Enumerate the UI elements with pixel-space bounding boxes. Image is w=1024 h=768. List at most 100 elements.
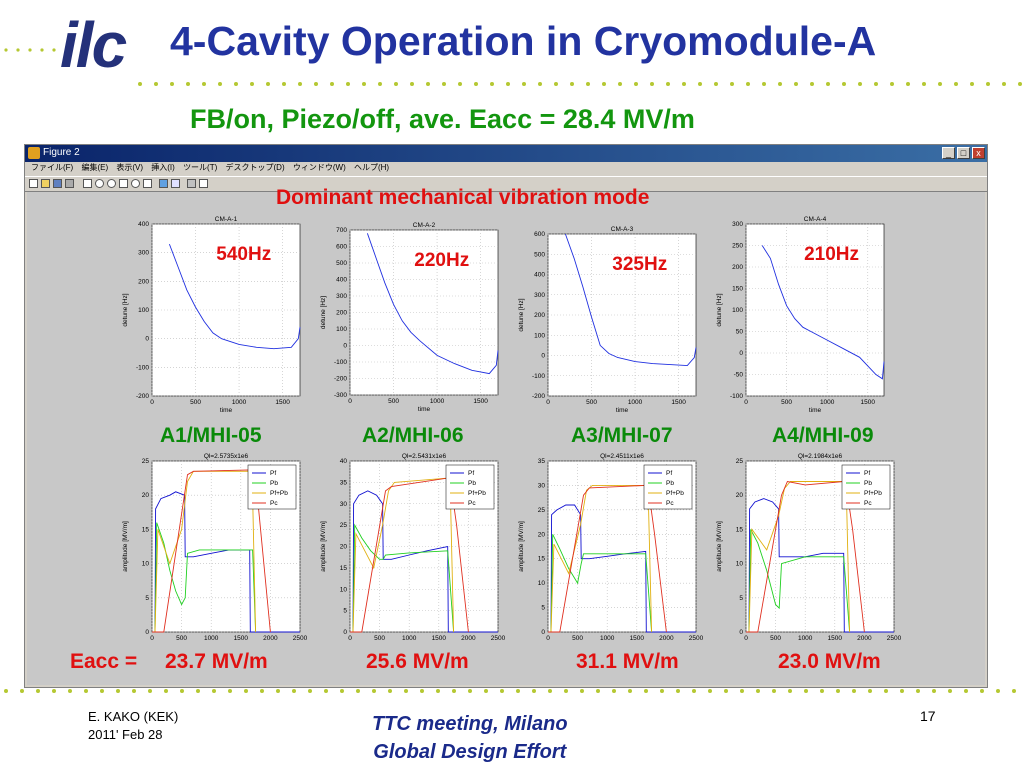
decor-dot bbox=[442, 82, 446, 86]
series-line-pb bbox=[746, 529, 851, 633]
decor-dot bbox=[682, 82, 686, 86]
decor-dot bbox=[308, 689, 312, 693]
x-tick-label: 0 bbox=[348, 398, 352, 405]
colorbar-icon[interactable] bbox=[159, 179, 168, 188]
eacc-a1: 23.7 MV/m bbox=[165, 650, 268, 673]
rotate-icon[interactable] bbox=[131, 179, 140, 188]
zoom-in-icon[interactable] bbox=[95, 179, 104, 188]
menu-help[interactable]: ヘルプ(H) bbox=[353, 163, 390, 172]
chart-title: CM-A-4 bbox=[804, 216, 827, 223]
decor-dot bbox=[356, 689, 360, 693]
minimize-button[interactable]: _ bbox=[942, 147, 955, 159]
x-tick-label: 1000 bbox=[204, 635, 219, 642]
slide-title: 4-Cavity Operation in Cryomodule-A bbox=[170, 18, 877, 64]
decor-dot bbox=[724, 689, 728, 693]
decor-dot bbox=[282, 82, 286, 86]
y-tick-label: 0 bbox=[739, 629, 743, 636]
zoom-out-icon[interactable] bbox=[107, 179, 116, 188]
footer-date: 2011' Feb 28 bbox=[88, 727, 163, 742]
decor-dot bbox=[196, 689, 200, 693]
y-tick-label: 0 bbox=[145, 629, 149, 636]
series-line-pc bbox=[350, 477, 469, 633]
axes-detune-2: 0 500 1000 1500 -300 -200 -100 0 100 200 300 400 500… bbox=[320, 222, 499, 413]
maximize-button[interactable]: □ bbox=[957, 147, 970, 159]
decor-dot bbox=[100, 689, 104, 693]
open-file-icon[interactable] bbox=[41, 179, 50, 188]
series-line-pc bbox=[548, 484, 667, 633]
decor-dot bbox=[506, 82, 510, 86]
decor-dot bbox=[820, 689, 824, 693]
decor-dot bbox=[586, 82, 590, 86]
y-tick-label: 100 bbox=[336, 326, 347, 333]
decor-dot bbox=[804, 689, 808, 693]
menu-view[interactable]: 表示(V) bbox=[116, 163, 144, 172]
decor-dot bbox=[676, 689, 680, 693]
eacc-a4: 23.0 MV/m bbox=[778, 650, 881, 673]
menu-desktop[interactable]: デスクトップ(D) bbox=[225, 163, 285, 172]
y-tick-label: 15 bbox=[142, 526, 150, 533]
y-tick-label: 500 bbox=[534, 251, 545, 258]
pointer-icon[interactable] bbox=[83, 179, 92, 188]
legend-icon[interactable] bbox=[171, 179, 180, 188]
decor-dot bbox=[954, 82, 958, 86]
decor-dot bbox=[154, 82, 158, 86]
decorative-dots-bottom bbox=[4, 689, 1016, 693]
x-tick-label: 500 bbox=[388, 398, 399, 405]
legend-label: Pf+Pb bbox=[270, 490, 288, 497]
decor-dot bbox=[666, 82, 670, 86]
y-tick-label: 25 bbox=[142, 458, 150, 465]
menu-window[interactable]: ウィンドウ(W) bbox=[292, 163, 346, 172]
print-icon[interactable] bbox=[65, 179, 74, 188]
decor-dot bbox=[964, 689, 968, 693]
menu-tools[interactable]: ツール(T) bbox=[183, 163, 218, 172]
chart-title: Ql=2.5431x1e6 bbox=[402, 453, 447, 460]
y-tick-label: -200 bbox=[136, 393, 149, 400]
menu-file[interactable]: ファイル(F) bbox=[31, 163, 74, 172]
decor-dot bbox=[772, 689, 776, 693]
decor-dot bbox=[388, 689, 392, 693]
chart-title: Ql=2.1984x1e6 bbox=[798, 453, 843, 460]
y-tick-label: 20 bbox=[340, 544, 348, 551]
close-button[interactable]: x bbox=[972, 147, 985, 159]
y-tick-label: 400 bbox=[336, 277, 347, 284]
menu-edit[interactable]: 編集(E) bbox=[81, 163, 109, 172]
decor-dot bbox=[714, 82, 718, 86]
cavity-label-a2: A2/MHI-06 bbox=[362, 424, 464, 447]
vibration-frequency-label: 220Hz bbox=[414, 250, 469, 271]
window-titlebar[interactable]: Figure 2 _ □ x bbox=[25, 145, 987, 162]
x-tick-label: 2500 bbox=[887, 635, 902, 642]
decor-dot bbox=[266, 82, 270, 86]
legend-label: Pb bbox=[864, 480, 872, 487]
window-title: Figure 2 bbox=[43, 147, 80, 158]
x-tick-label: 1000 bbox=[430, 398, 445, 405]
x-tick-label: 0 bbox=[744, 635, 748, 642]
decor-dot bbox=[186, 82, 190, 86]
x-tick-label: 1500 bbox=[432, 635, 447, 642]
chart-title: CM-A-1 bbox=[215, 216, 238, 223]
save-icon[interactable] bbox=[53, 179, 62, 188]
series-line-detune bbox=[366, 233, 499, 375]
y-tick-label: -100 bbox=[136, 364, 149, 371]
y-tick-label: 0 bbox=[541, 629, 545, 636]
pan-icon[interactable] bbox=[119, 179, 128, 188]
y-tick-label: -100 bbox=[730, 393, 743, 400]
vibration-frequency-label: 540Hz bbox=[216, 244, 271, 265]
y-axis-label: detune [Hz] bbox=[122, 293, 129, 326]
show-tools-icon[interactable] bbox=[199, 179, 208, 188]
new-figure-icon[interactable] bbox=[29, 179, 38, 188]
decor-dot bbox=[548, 689, 552, 693]
menu-insert[interactable]: 挿入(I) bbox=[151, 163, 175, 172]
decor-dot bbox=[116, 689, 120, 693]
hide-tools-icon[interactable] bbox=[187, 179, 196, 188]
cavity-label-a3: A3/MHI-07 bbox=[571, 424, 673, 447]
y-tick-label: 15 bbox=[538, 556, 546, 563]
y-tick-label: 0 bbox=[739, 350, 743, 357]
decor-dot bbox=[612, 689, 616, 693]
legend-label: Pf+Pb bbox=[864, 490, 882, 497]
decor-dot bbox=[922, 82, 926, 86]
decor-dot bbox=[148, 689, 152, 693]
decor-dot bbox=[468, 689, 472, 693]
data-cursor-icon[interactable] bbox=[143, 179, 152, 188]
y-axis-label: detune [Hz] bbox=[518, 298, 525, 331]
series-line-pf bbox=[746, 498, 894, 633]
